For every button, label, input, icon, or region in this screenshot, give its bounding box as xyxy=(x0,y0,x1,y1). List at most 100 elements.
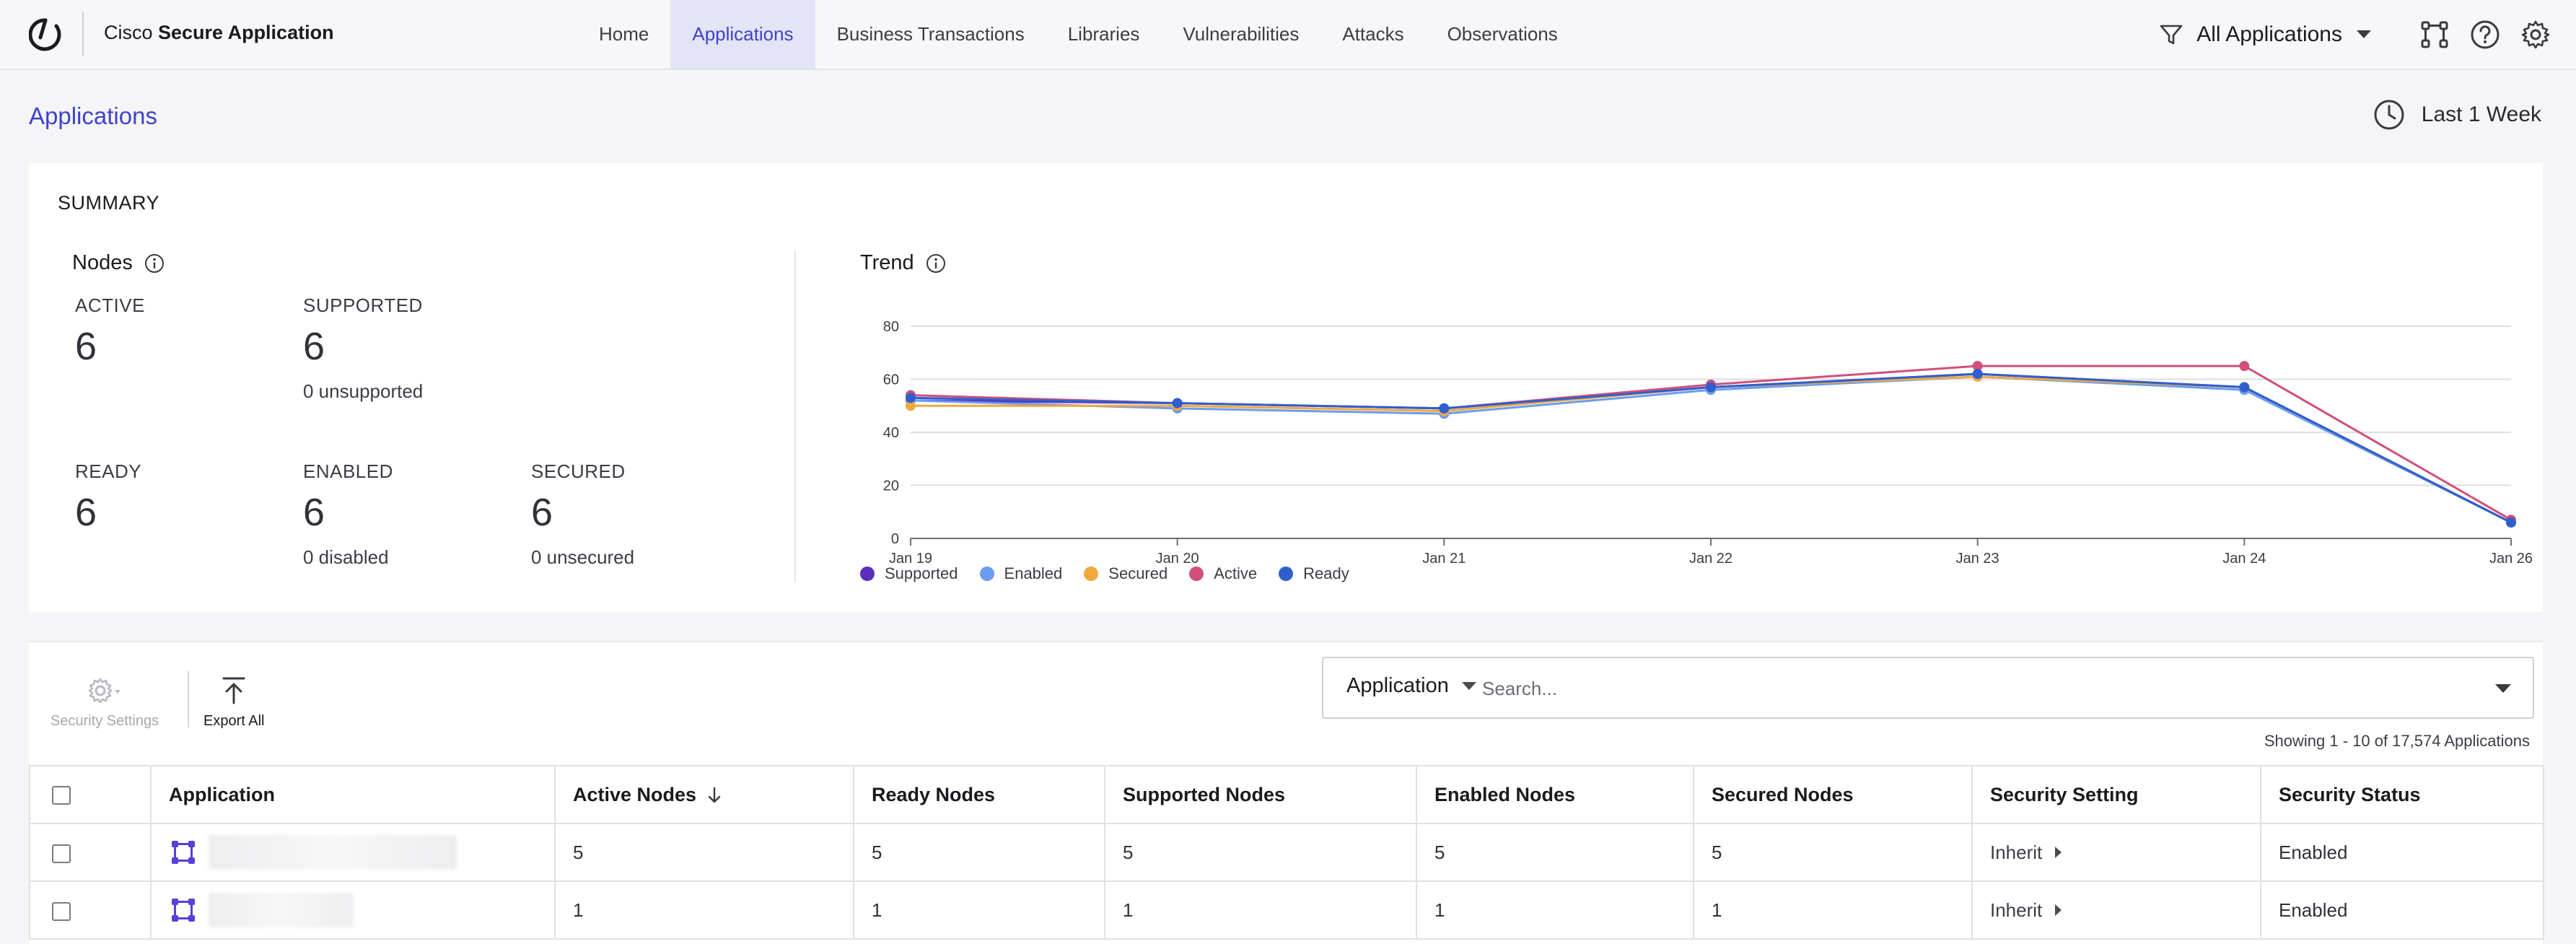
security-setting-cell[interactable]: Inherit xyxy=(1971,823,2261,882)
nodes-header: Nodes xyxy=(72,251,165,275)
clock-icon xyxy=(2374,100,2404,130)
x-tick-label: Jan 23 xyxy=(1956,551,1999,567)
metric-secured: SECURED 6 0 unsecured xyxy=(531,460,634,569)
column-active-nodes-label: Active Nodes xyxy=(573,783,697,805)
column-supported-nodes[interactable]: Supported Nodes xyxy=(1104,765,1417,824)
nav-attacks[interactable]: Attacks xyxy=(1342,23,1404,45)
column-ready-nodes-label: Ready Nodes xyxy=(872,783,996,805)
column-application-label: Application xyxy=(169,783,275,805)
applications-table-card: Security Settings Export All Application… xyxy=(29,641,2544,944)
column-security-setting[interactable]: Security Setting xyxy=(1971,765,2261,824)
x-tick-label: Jan 22 xyxy=(1689,551,1732,567)
help-icon[interactable] xyxy=(2469,19,2501,51)
column-security-setting-label: Security Setting xyxy=(1990,783,2139,805)
legend-secured[interactable]: Secured xyxy=(1084,564,1167,583)
x-tick-label: Jan 24 xyxy=(2222,551,2266,567)
security-status-cell: Enabled xyxy=(2260,880,2544,940)
metric-secured-sub: 0 unsecured xyxy=(531,546,635,568)
topology-icon[interactable] xyxy=(2419,19,2450,51)
metric-supported-value: 6 xyxy=(303,325,325,368)
table-row[interactable]: 1 1 1 1 1 Inherit Enabled xyxy=(29,880,2544,940)
supported-nodes-cell: 1 xyxy=(1104,880,1417,940)
page-title: Applications xyxy=(29,102,157,129)
metric-active-value: 6 xyxy=(75,325,97,368)
time-range-label[interactable]: Last 1 Week xyxy=(2421,102,2541,126)
data-point-ready xyxy=(2239,382,2250,393)
gear-icon xyxy=(88,678,121,704)
sort-descending-icon[interactable] xyxy=(705,786,724,805)
column-ready-nodes[interactable]: Ready Nodes xyxy=(853,765,1105,824)
security-setting-dropdown[interactable]: Inherit xyxy=(1990,899,2062,922)
table-row[interactable]: 5 5 5 5 5 Inherit Enabled xyxy=(29,823,2544,882)
summary-card: SUMMARY Nodes ACTIVE 6 SUPPORTED 6 0 uns… xyxy=(29,163,2543,612)
search-field-selector[interactable]: Application xyxy=(1346,674,1476,698)
security-setting-dropdown[interactable]: Inherit xyxy=(1990,842,2062,864)
main-nav: Home Applications Business Transactions … xyxy=(577,0,1580,69)
row-checkbox[interactable] xyxy=(52,844,71,863)
column-application[interactable]: Application xyxy=(150,765,556,824)
row-checkbox[interactable] xyxy=(52,901,71,921)
nav-libraries[interactable]: Libraries xyxy=(1067,23,1140,45)
ready-nodes-cell: 1 xyxy=(853,880,1105,940)
column-enabled-nodes[interactable]: Enabled Nodes xyxy=(1416,765,1694,824)
x-tick-label: Jan 19 xyxy=(889,551,932,567)
cisco-logo-icon[interactable] xyxy=(29,16,62,53)
summary-title: SUMMARY xyxy=(58,192,160,214)
search-input[interactable] xyxy=(1482,671,2449,706)
legend-label: Enabled xyxy=(1004,564,1063,582)
search-bar: Application xyxy=(1322,657,2534,719)
table-header-row: Application Active Nodes Ready Nodes Sup… xyxy=(29,765,2544,824)
row-select-cell xyxy=(29,880,152,940)
nav-vulnerabilities[interactable]: Vulnerabilities xyxy=(1183,23,1300,45)
data-point-ready xyxy=(906,393,916,403)
nav-home[interactable]: Home xyxy=(599,23,649,45)
column-security-status-label: Security Status xyxy=(2279,783,2421,805)
info-icon[interactable] xyxy=(926,253,946,274)
metric-secured-value: 6 xyxy=(531,491,553,534)
legend-supported[interactable]: Supported xyxy=(860,564,958,583)
column-active-nodes[interactable]: Active Nodes xyxy=(554,765,854,824)
caret-right-icon xyxy=(2055,847,2062,858)
legend-dot-icon xyxy=(1189,567,1204,581)
nav-business-transactions[interactable]: Business Transactions xyxy=(836,23,1025,45)
column-secured-nodes[interactable]: Secured Nodes xyxy=(1693,765,1973,824)
data-point-active xyxy=(1972,361,1983,372)
security-setting-value: Inherit xyxy=(1990,841,2043,863)
column-security-status[interactable]: Security Status xyxy=(2260,765,2544,824)
application-cell[interactable] xyxy=(150,823,556,882)
legend-label: Secured xyxy=(1108,564,1168,582)
select-all-checkbox[interactable] xyxy=(52,786,71,805)
data-point-active xyxy=(2239,361,2250,372)
product-name: Cisco Secure Application xyxy=(104,22,334,44)
filter-icon[interactable] xyxy=(2159,22,2183,47)
gear-icon[interactable] xyxy=(2520,19,2551,51)
supported-nodes-cell: 5 xyxy=(1104,823,1417,882)
nav-applications[interactable]: Applications xyxy=(670,0,815,69)
column-enabled-nodes-label: Enabled Nodes xyxy=(1434,783,1576,805)
chevron-down-icon[interactable] xyxy=(2495,684,2511,693)
legend-enabled[interactable]: Enabled xyxy=(979,564,1063,583)
time-range-selector[interactable]: Last 1 Week xyxy=(2373,98,2541,131)
export-icon xyxy=(222,677,245,704)
application-cell[interactable] xyxy=(150,880,556,940)
security-settings-button[interactable]: Security Settings xyxy=(51,673,159,730)
caret-right-icon xyxy=(2055,904,2062,916)
metric-enabled: ENABLED 6 0 disabled xyxy=(303,460,393,569)
nav-observations[interactable]: Observations xyxy=(1447,23,1558,45)
metric-supported-sub: 0 unsupported xyxy=(303,380,424,402)
chevron-down-icon[interactable] xyxy=(2357,30,2371,38)
select-all-cell xyxy=(29,765,152,824)
info-icon[interactable] xyxy=(144,253,165,274)
x-tick-label: Jan 26 xyxy=(2489,551,2533,567)
legend-dot-icon xyxy=(860,567,875,581)
application-filter-dropdown[interactable]: All Applications xyxy=(2196,22,2342,46)
legend-active[interactable]: Active xyxy=(1189,564,1257,583)
y-tick-label: 20 xyxy=(883,478,899,494)
data-point-ready xyxy=(2506,517,2516,528)
export-all-button[interactable]: Export All xyxy=(203,673,264,730)
trend-header: Trend xyxy=(860,251,946,275)
ready-nodes-cell: 5 xyxy=(853,823,1105,882)
legend-ready[interactable]: Ready xyxy=(1279,564,1349,583)
security-setting-value: Inherit xyxy=(1990,899,2043,921)
security-setting-cell[interactable]: Inherit xyxy=(1971,880,2261,940)
